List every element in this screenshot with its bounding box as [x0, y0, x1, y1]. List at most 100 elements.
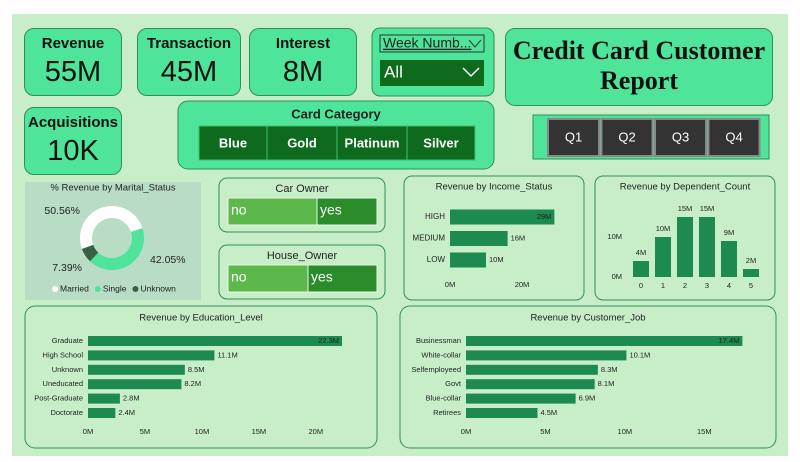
data-label: 8.1M [598, 379, 615, 388]
legend-swatch [52, 286, 58, 292]
bar [466, 393, 576, 404]
bar [466, 379, 595, 390]
toggle-label: no [231, 202, 247, 218]
x-tick-label: 10M [618, 427, 633, 436]
data-label: 2M [746, 256, 756, 265]
x-tick-label: 0 [639, 281, 643, 290]
toggle-option[interactable] [227, 264, 309, 293]
y-tick-label: HIGH [425, 212, 445, 221]
toggle-label: yes [311, 269, 333, 285]
y-tick-label: LOW [427, 255, 446, 264]
bar [450, 252, 486, 268]
y-tick-label: Govt [445, 379, 462, 388]
bar [743, 269, 759, 277]
bar [466, 350, 627, 361]
chart-title: Revenue by Income_Status [436, 182, 553, 193]
quarter-button[interactable] [707, 118, 761, 157]
category-button[interactable] [198, 125, 268, 161]
bar [466, 408, 538, 418]
data-label: 9M [724, 228, 734, 237]
chart-panel [25, 182, 201, 300]
bar [88, 393, 120, 404]
quarter-label: Q3 [672, 129, 689, 144]
data-label: 16M [511, 233, 526, 242]
kpi-card: Acquisitions 10K [24, 107, 122, 175]
data-label: 8.5M [188, 365, 205, 374]
data-label: 29M [537, 212, 552, 221]
bar [88, 379, 182, 390]
toggle-option[interactable] [307, 264, 378, 293]
y-tick-label: 10M [607, 232, 622, 241]
chevron [462, 67, 480, 78]
category-button[interactable] [406, 125, 476, 161]
bar [677, 217, 693, 277]
pie-slice [81, 244, 99, 262]
bar [633, 261, 649, 277]
house-owner-title: House_Owner [267, 250, 338, 262]
chart-title: Revenue by Dependent_Count [620, 182, 751, 193]
kpi-label: Transaction [146, 35, 232, 52]
category-label: Blue [219, 135, 247, 150]
data-label: 50.56% [44, 205, 80, 217]
data-label: 8.2M [184, 379, 201, 388]
quarter-button[interactable] [654, 118, 707, 157]
chart-title: Revenue by Customer_Job [530, 313, 645, 324]
chevron [468, 39, 482, 48]
data-label: 7.39% [52, 262, 82, 274]
week-select[interactable] [380, 60, 484, 86]
x-tick-label: 15M [697, 427, 712, 436]
legend-label: Unknown [140, 283, 176, 293]
y-tick-label: High School [43, 350, 84, 359]
quarter-button[interactable] [547, 118, 600, 157]
y-tick-label: Graduate [52, 336, 83, 345]
category-label: Gold [287, 135, 317, 150]
legend-swatch [94, 286, 101, 292]
bar [466, 364, 598, 375]
x-tick-label: 2 [683, 281, 687, 290]
bar [88, 350, 215, 361]
toggle-label: no [231, 269, 247, 285]
legend-label: Single [103, 283, 127, 293]
car-owner-title: Car Owner [275, 183, 329, 195]
kpi-value: 8M [282, 56, 324, 88]
bar [721, 241, 737, 277]
quarter-label: Q2 [618, 129, 635, 144]
data-label: 22.3M [318, 336, 339, 345]
card-category-title: Card Category [291, 106, 381, 121]
week-dropdown[interactable] [379, 34, 485, 53]
y-tick-label: White-collar [421, 350, 461, 359]
legend-label: Married [60, 283, 89, 293]
bar [88, 364, 185, 375]
bar [88, 408, 116, 418]
kpi-label: Acquisitions [27, 114, 118, 131]
data-label: 42.05% [150, 254, 186, 266]
x-tick-label: 1 [661, 281, 665, 290]
x-tick-label: 20M [309, 427, 324, 436]
bar [450, 209, 555, 225]
category-button[interactable] [336, 125, 408, 161]
bar [655, 237, 671, 277]
pie-slice [90, 228, 145, 271]
y-tick-label: Doctorate [50, 408, 83, 417]
data-label: 10M [489, 255, 504, 264]
x-tick-label: 5 [749, 281, 753, 290]
week-label: Week Numb... [383, 35, 471, 51]
y-tick-label: Retirees [433, 408, 461, 417]
x-tick-label: 20M [515, 280, 530, 289]
x-tick-label: 15M [252, 427, 267, 436]
x-tick-label: 4 [727, 281, 731, 290]
y-tick-label: 0M [612, 272, 622, 281]
bar [699, 217, 715, 277]
chart-title: Revenue by Education_Level [139, 313, 263, 324]
bar [466, 336, 743, 346]
x-tick-label: 5M [540, 427, 550, 436]
kpi-value: 55M [44, 56, 102, 88]
data-label: 8.3M [601, 365, 618, 374]
x-tick-label: 5M [140, 427, 150, 436]
quarter-button[interactable] [600, 118, 654, 157]
category-button[interactable] [266, 125, 338, 161]
x-tick-label: 0M [461, 427, 471, 436]
toggle-option[interactable] [316, 197, 378, 226]
x-tick-label: 10M [195, 427, 210, 436]
